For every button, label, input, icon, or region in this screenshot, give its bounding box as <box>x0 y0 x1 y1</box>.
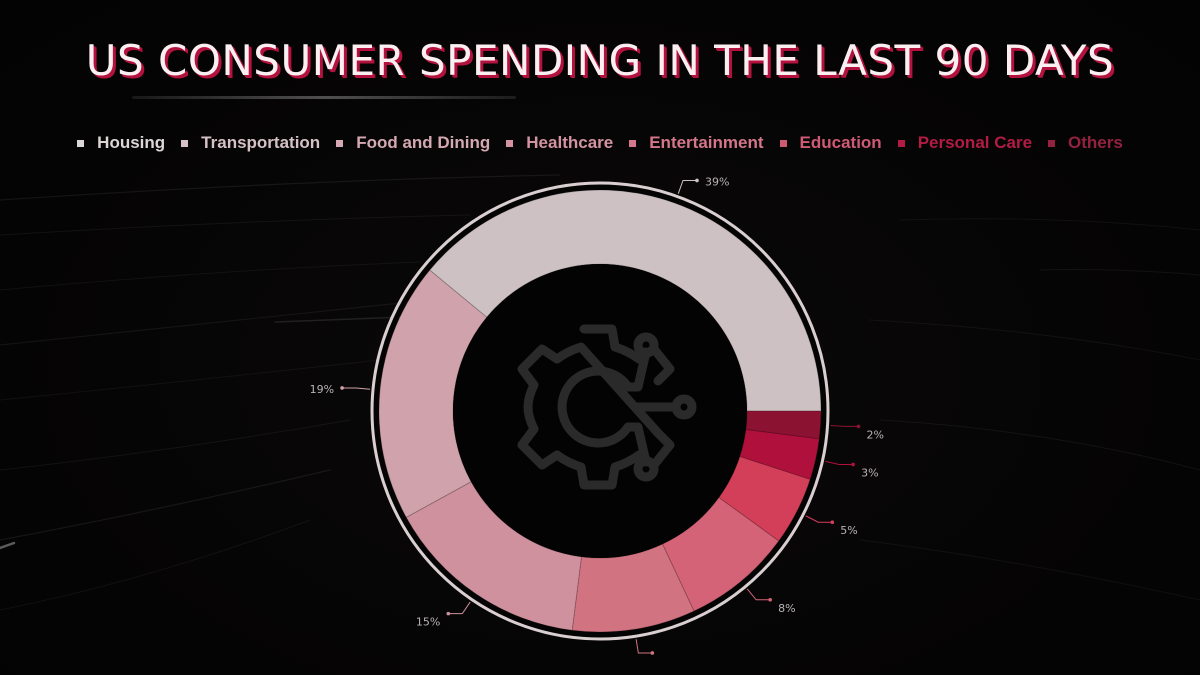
leader-line <box>342 387 371 390</box>
value-label-others: 2% <box>867 428 884 441</box>
legend-label: Healthcare <box>526 133 614 152</box>
legend-item-personal-care: Personal Care <box>897 133 1033 153</box>
legend-label: Others <box>1068 133 1123 152</box>
leader-line <box>830 425 859 427</box>
leader-dot <box>856 424 861 429</box>
value-label-housing: 39% <box>705 175 729 188</box>
donut-ring-gap <box>374 185 826 637</box>
value-label-personal-care: 3% <box>861 466 878 479</box>
donut-slices <box>378 189 822 633</box>
legend-item-healthcare: Healthcare <box>506 133 613 153</box>
legend-label: Personal Care <box>917 133 1033 152</box>
donut-outer-ring <box>370 181 830 641</box>
legend-swatch <box>897 139 905 147</box>
legend-label: Housing <box>97 133 166 152</box>
value-label-transportation: 19% <box>310 383 334 396</box>
value-label-education: 5% <box>840 524 857 537</box>
leader-line <box>448 601 471 615</box>
title-underline <box>132 96 516 99</box>
legend-item-others: Others <box>1048 133 1123 153</box>
leader-dot <box>851 462 855 467</box>
leader-dot <box>830 520 835 525</box>
value-labels: 39% 19% 15% 8% 5% 3% 2% <box>310 175 884 628</box>
page-title: US CONSUMER SPENDING IN THE LAST 90 DAYS <box>85 36 1115 85</box>
donut-hole <box>453 264 747 558</box>
legend-item-housing: Housing <box>77 133 165 153</box>
legend-swatch <box>336 139 344 147</box>
legend-label: Transportation <box>201 133 321 152</box>
legend-swatch <box>629 139 637 147</box>
legend-swatch <box>181 139 189 147</box>
leader-line <box>677 179 697 194</box>
legend-swatch <box>77 139 85 147</box>
leader-line <box>805 515 833 523</box>
legend-item-entertainment: Entertainment <box>629 133 764 153</box>
leader-dot <box>768 597 772 602</box>
legend-swatch <box>779 139 787 147</box>
value-label-food-and-dining: 15% <box>416 616 440 629</box>
legend-label: Entertainment <box>649 133 764 152</box>
leader-dot <box>650 651 655 655</box>
leader-dot <box>695 178 699 183</box>
leader-line <box>746 588 771 601</box>
chart-legend: Housing Transportation Food and Dining H… <box>0 133 1200 153</box>
label-leaders <box>340 178 861 655</box>
leader-line <box>635 639 653 654</box>
legend-label: Food and Dining <box>356 133 491 152</box>
legend-item-transportation: Transportation <box>181 133 320 153</box>
legend-item-education: Education <box>779 133 882 153</box>
legend-item-food-and-dining: Food and Dining <box>336 133 490 153</box>
legend-label: Education <box>799 133 882 152</box>
leader-dot <box>340 386 344 390</box>
legend-swatch <box>506 139 514 147</box>
gear-circuit-icon <box>517 324 697 490</box>
leader-line <box>825 460 854 465</box>
value-label-entertainment: 8% <box>778 602 795 615</box>
leader-dot <box>446 611 451 616</box>
legend-swatch <box>1048 139 1056 147</box>
